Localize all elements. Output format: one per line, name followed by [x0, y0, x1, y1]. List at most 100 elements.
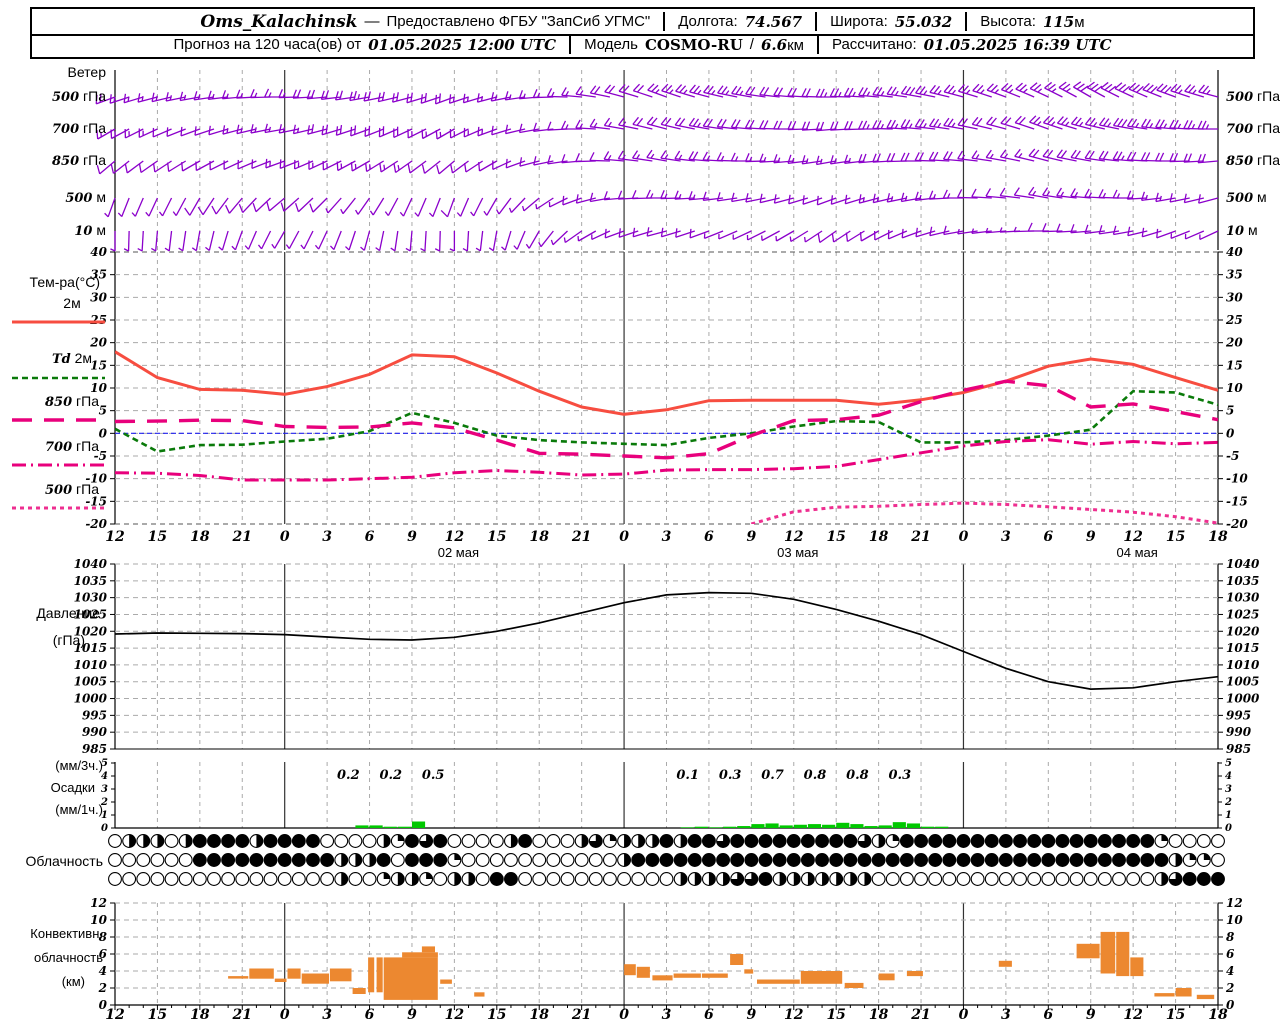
header-separator [569, 35, 572, 54]
svg-text:985: 985 [1226, 742, 1251, 756]
cloud-cover-rows [108, 834, 1225, 886]
header-separator [965, 12, 968, 31]
svg-text:1010: 1010 [1226, 658, 1260, 672]
temp-line-2м [115, 350, 1218, 416]
svg-text:0: 0 [101, 823, 108, 834]
svg-text:0.5: 0.5 [422, 768, 445, 783]
svg-text:990: 990 [82, 725, 108, 739]
svg-text:15: 15 [1166, 529, 1185, 545]
svg-text:1035: 1035 [74, 574, 107, 588]
svg-text:(мм/1ч.): (мм/1ч.) [55, 802, 103, 817]
svg-text:3: 3 [101, 784, 108, 795]
svg-text:0: 0 [619, 529, 629, 545]
svg-text:3: 3 [1001, 1007, 1011, 1023]
svg-text:500 гПа: 500 гПа [52, 88, 106, 105]
svg-text:500 м: 500 м [65, 189, 106, 206]
forecast-time: 01.05.2025 12:00 UTC [368, 35, 557, 54]
svg-text:Конвективн.: Конвективн. [30, 926, 103, 941]
svg-text:21: 21 [571, 529, 591, 545]
pressure-line [115, 591, 1218, 690]
latitude-label: Широта: [830, 13, 888, 30]
svg-text:2: 2 [1225, 981, 1234, 995]
svg-text:21: 21 [910, 1007, 930, 1023]
svg-text:3: 3 [1001, 529, 1011, 545]
svg-text:1: 1 [101, 810, 108, 821]
svg-text:5: 5 [99, 404, 107, 418]
svg-text:9: 9 [1086, 1007, 1096, 1023]
svg-text:18: 18 [869, 529, 889, 545]
temp-line-700 гПа [115, 438, 1218, 482]
svg-text:12: 12 [105, 529, 125, 545]
svg-text:850 гПа: 850 гПа [52, 152, 106, 169]
svg-text:6: 6 [704, 529, 714, 545]
model-name: COSMO-RU [644, 35, 743, 54]
model-label: Модель [584, 36, 638, 53]
cloud-row-3 [108, 872, 1225, 886]
svg-text:0.7: 0.7 [761, 768, 784, 783]
svg-text:1040: 1040 [74, 557, 108, 571]
svg-text:25: 25 [89, 313, 107, 327]
svg-text:15: 15 [1226, 358, 1243, 372]
svg-text:0: 0 [619, 1007, 629, 1023]
svg-text:-5: -5 [1226, 449, 1239, 463]
svg-text:850 гПа: 850 гПа [1226, 152, 1280, 169]
svg-text:Облачность: Облачность [26, 853, 103, 869]
svg-text:15: 15 [487, 529, 506, 545]
svg-text:990: 990 [1226, 725, 1252, 739]
svg-text:21: 21 [910, 529, 930, 545]
svg-text:12: 12 [1226, 896, 1243, 910]
svg-text:2: 2 [100, 797, 108, 808]
svg-text:0: 0 [1226, 426, 1235, 440]
svg-text:10 м: 10 м [74, 222, 106, 239]
svg-text:0: 0 [99, 426, 108, 440]
forecast-label: Прогноз на 120 часа(ов) от [173, 36, 362, 53]
computed-time: 01.05.2025 16:39 UTC [923, 35, 1112, 54]
svg-text:25: 25 [1225, 313, 1243, 327]
svg-text:облачность: облачность [34, 950, 103, 965]
svg-text:21: 21 [232, 529, 252, 545]
svg-text:500 гПа: 500 гПа [45, 481, 99, 498]
svg-text:Ветер: Ветер [68, 64, 107, 80]
svg-text:(гПа): (гПа) [53, 632, 85, 648]
svg-text:500 м: 500 м [1226, 189, 1267, 206]
svg-text:12: 12 [445, 1007, 465, 1023]
svg-text:0.3: 0.3 [719, 768, 742, 783]
svg-text:0.8: 0.8 [846, 768, 869, 783]
svg-text:6: 6 [1043, 529, 1053, 545]
svg-text:9: 9 [407, 529, 417, 545]
svg-text:-20: -20 [85, 517, 107, 531]
svg-text:12: 12 [784, 529, 804, 545]
svg-text:3: 3 [662, 529, 672, 545]
svg-text:10: 10 [90, 381, 107, 395]
altitude-value: 115м [1042, 12, 1085, 31]
svg-text:5: 5 [1226, 404, 1234, 418]
svg-text:12: 12 [105, 1007, 125, 1023]
svg-text:20: 20 [1225, 336, 1243, 350]
svg-text:9: 9 [746, 1007, 756, 1023]
svg-text:15: 15 [1166, 1007, 1185, 1023]
svg-text:8: 8 [99, 930, 108, 944]
svg-text:995: 995 [82, 708, 107, 722]
svg-text:1015: 1015 [74, 641, 107, 655]
latitude-value: 55.032 [894, 12, 953, 31]
svg-text:1040: 1040 [1226, 557, 1260, 571]
precip-bars: 0.2 0.2 0.5 0.1 0.3 0.7 0.8 0.8 0.3 [337, 768, 949, 828]
svg-text:4: 4 [99, 964, 107, 978]
svg-text:0: 0 [959, 1007, 969, 1023]
svg-text:04 мая: 04 мая [1117, 545, 1158, 560]
svg-text:5: 5 [101, 758, 108, 769]
svg-text:2: 2 [1224, 797, 1232, 808]
svg-text:4: 4 [1225, 771, 1232, 782]
svg-text:1020: 1020 [74, 624, 108, 638]
svg-text:9: 9 [407, 1007, 417, 1023]
svg-text:12: 12 [1123, 1007, 1143, 1023]
svg-text:12: 12 [784, 1007, 804, 1023]
svg-text:18: 18 [869, 1007, 889, 1023]
svg-text:-10: -10 [1226, 472, 1248, 486]
svg-text:0.2: 0.2 [337, 768, 360, 783]
svg-text:35: 35 [90, 268, 107, 282]
svg-text:21: 21 [571, 1007, 591, 1023]
wind-barbs-layer [95, 81, 1219, 252]
temp-line-850 гПа [115, 379, 1218, 460]
svg-text:03 мая: 03 мая [777, 545, 818, 560]
